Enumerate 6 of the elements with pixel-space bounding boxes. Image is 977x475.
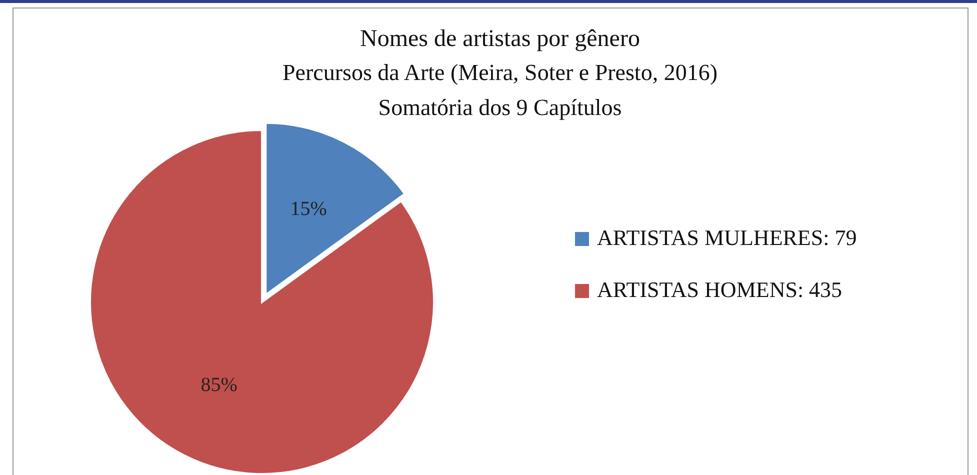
chart-title: Nomes de artistas por gênero <box>360 26 640 52</box>
legend-label: ARTISTAS HOMENS: 435 <box>597 277 842 302</box>
chart-subtitle: Percursos da Arte (Meira, Soter e Presto, 2016) Somatória dos 9 Capítulos <box>282 60 718 120</box>
data-label: 85% <box>200 374 238 396</box>
data-label: 15% <box>290 198 327 220</box>
legend-label: ARTISTAS MULHERES: 79 <box>597 225 857 250</box>
